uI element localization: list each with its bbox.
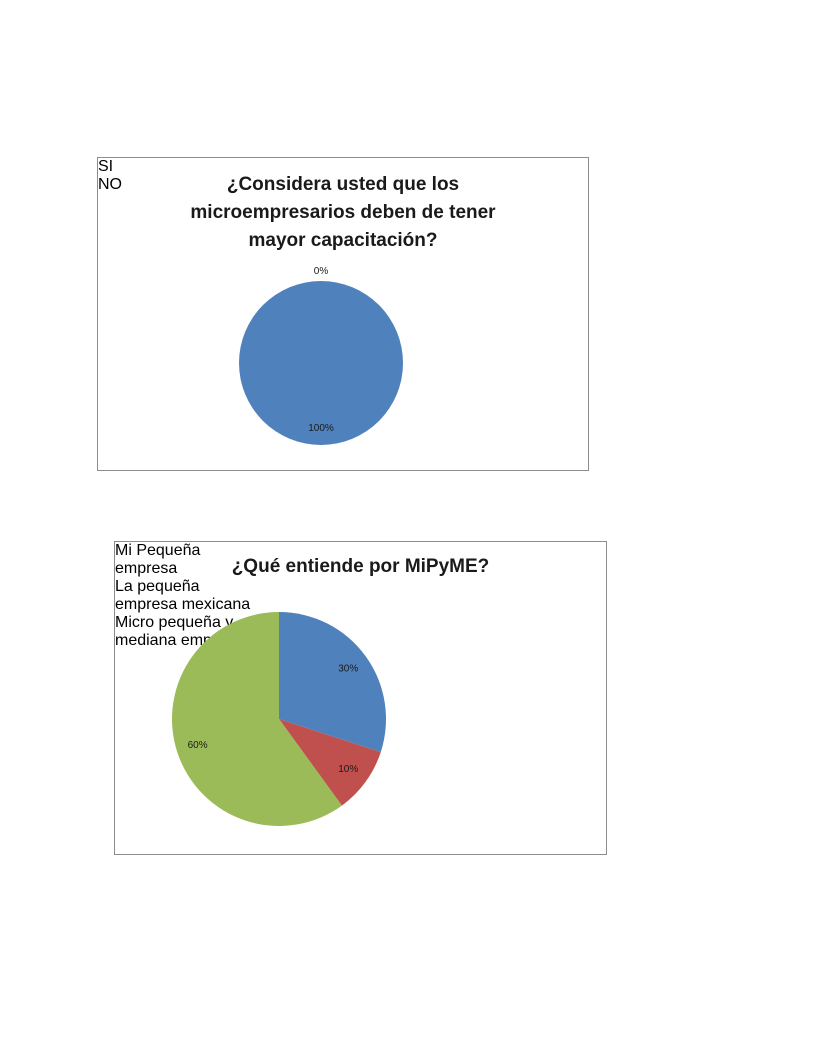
chart: 100% 0% SI NO ¿Considera usted que los micro… — [97, 157, 589, 471]
data-label: 0% — [314, 266, 329, 277]
pie-plot: 30% 10% 60% — [172, 612, 386, 826]
chart: 30% 10% 60% Mi Pequeña empresa La pequeña em… — [114, 541, 607, 855]
legend-label: SI — [98, 158, 114, 175]
pie-slice — [279, 719, 381, 806]
data-label: 100% — [308, 423, 334, 434]
pie-plot: 100% 0% — [239, 266, 403, 445]
data-label: 10% — [338, 764, 358, 775]
legend-item: La pequeña empresa mexicana — [115, 578, 265, 614]
chart-title: ¿Qué entiende por MiPyME? — [231, 556, 490, 577]
legend-item: Mi Pequeña empresa — [115, 542, 265, 578]
legend-item: NO — [98, 176, 138, 194]
data-label: 60% — [188, 740, 208, 751]
pie-slice — [172, 612, 342, 826]
pie-slice — [239, 281, 403, 445]
legend-label: NO — [98, 176, 122, 193]
chart-title: ¿Considera usted que los microempresario… — [190, 174, 496, 251]
legend-label: La pequeña empresa mexicana — [115, 578, 251, 613]
legend-label: Mi Pequeña empresa — [115, 542, 201, 577]
data-label: 30% — [338, 663, 358, 674]
legend-item: SI — [98, 158, 138, 176]
pie-slice — [279, 612, 386, 753]
